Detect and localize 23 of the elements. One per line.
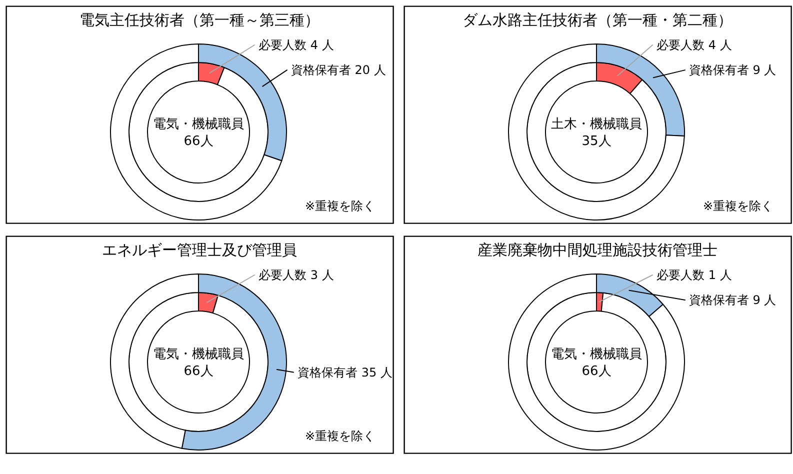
chart-title: 電気主任技術者（第一種～第三種）	[80, 11, 320, 29]
text: 電気・機械職員	[551, 347, 642, 362]
data-label: 資格保有者 20 人	[290, 63, 386, 78]
text: 電気・機械職員	[153, 347, 244, 362]
data-label: 資格保有者 9 人	[688, 293, 776, 308]
data-label: 資格保有者 35 人	[298, 365, 392, 380]
text: 35人	[582, 134, 612, 149]
text: ※重複を除く	[304, 199, 375, 213]
chart-title: ダム水路主任技術者（第一種・第二種）	[462, 11, 732, 29]
data-label: 必要人数 4 人	[656, 38, 732, 52]
chart-title: エネルギー管理士及び管理員	[102, 241, 297, 259]
text: 土木・機械職員	[551, 117, 642, 132]
text: 66人	[184, 134, 214, 149]
data-label: 必要人数 4 人	[258, 38, 334, 52]
text: ※重複を除く	[702, 199, 773, 213]
text: 66人	[582, 364, 612, 379]
data-label: 必要人数 1 人	[656, 268, 732, 282]
data-label: 資格保有者 9 人	[688, 63, 776, 78]
chart-title: 産業廃棄物中間処理施設技術管理士	[478, 241, 718, 259]
text: ※重複を除く	[304, 429, 375, 443]
text: 電気・機械職員	[153, 117, 244, 132]
text: 66人	[184, 364, 214, 379]
data-label: 必要人数 3 人	[258, 268, 334, 282]
